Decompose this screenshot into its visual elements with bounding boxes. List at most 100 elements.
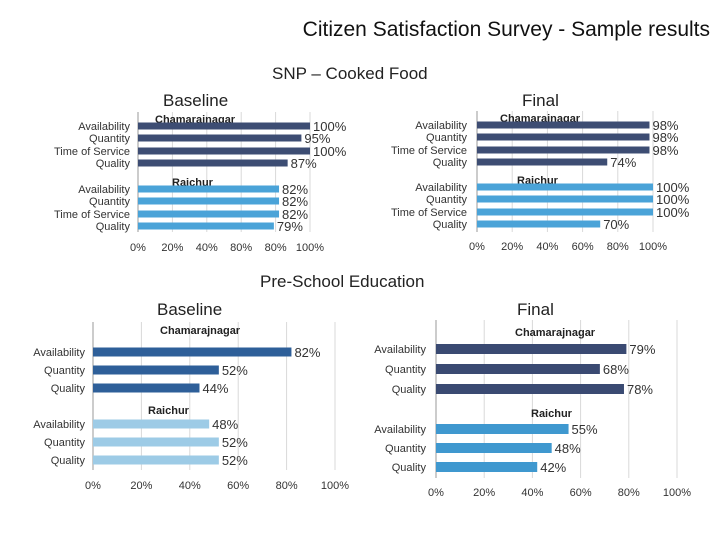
bar <box>93 437 219 447</box>
x-tick-label: 80% <box>230 242 252 254</box>
section-title-pre-school-education: Pre-School Education <box>260 272 425 291</box>
data-label: 74% <box>610 155 636 170</box>
category-label: Availability <box>415 182 467 194</box>
x-tick-label: 40% <box>521 487 543 499</box>
category-label: Quality <box>433 219 468 231</box>
data-label: 82% <box>282 207 308 222</box>
data-label: 78% <box>627 382 653 397</box>
category-label: Quality <box>96 158 131 170</box>
bar <box>93 365 219 375</box>
data-label: 52% <box>222 435 248 450</box>
x-tick-label: 60% <box>572 241 594 253</box>
group-header: Chamarajnagar <box>515 327 596 339</box>
data-label: 44% <box>202 381 228 396</box>
x-tick-label: 20% <box>473 487 495 499</box>
bar <box>138 134 302 142</box>
data-label: 87% <box>291 156 317 171</box>
category-label: Quality <box>433 157 468 169</box>
data-label: 98% <box>652 130 678 145</box>
group-header: Chamarajnagar <box>160 325 241 337</box>
data-label: 82% <box>294 345 320 360</box>
x-tick-label: 60% <box>570 487 592 499</box>
bar <box>436 424 569 434</box>
data-label: 100% <box>656 192 690 207</box>
x-tick-label: 60% <box>227 480 249 492</box>
x-tick-label: 80% <box>276 480 298 492</box>
data-label: 79% <box>277 219 303 234</box>
data-label: 98% <box>652 118 678 133</box>
group-header: Raichur <box>531 408 573 420</box>
panel-label-food-final: Final <box>522 91 559 110</box>
bar <box>138 159 288 167</box>
x-tick-label: 40% <box>196 242 218 254</box>
bar <box>138 185 280 193</box>
x-tick-label: 100% <box>321 480 349 492</box>
bar <box>93 419 210 429</box>
bar <box>477 146 650 154</box>
category-label: Availability <box>374 344 426 356</box>
data-label: 100% <box>313 144 347 159</box>
data-label: 70% <box>603 217 629 232</box>
bar <box>138 122 310 130</box>
group-header: Raichur <box>148 405 190 417</box>
bar <box>138 222 274 230</box>
x-tick-label: 20% <box>130 480 152 492</box>
bar <box>477 220 601 228</box>
bar <box>436 364 600 374</box>
category-label: Quality <box>392 384 427 396</box>
x-tick-label: 80% <box>265 242 287 254</box>
data-label: 52% <box>222 453 248 468</box>
category-label: Quality <box>51 455 86 467</box>
bar <box>436 443 552 453</box>
bar <box>477 158 608 166</box>
data-label: 48% <box>555 441 581 456</box>
category-label: Availability <box>33 347 85 359</box>
data-label: 98% <box>652 143 678 158</box>
data-label: 82% <box>282 182 308 197</box>
bar <box>477 208 653 216</box>
category-label: Quantity <box>89 196 130 208</box>
x-tick-label: 0% <box>130 242 146 254</box>
x-tick-label: 80% <box>618 487 640 499</box>
x-tick-label: 20% <box>161 242 183 254</box>
x-tick-label: 0% <box>428 487 444 499</box>
data-label: 42% <box>540 460 566 475</box>
data-label: 100% <box>656 205 690 220</box>
category-label: Time of Service <box>391 207 467 219</box>
data-label: 82% <box>282 194 308 209</box>
bar <box>138 197 280 205</box>
bar <box>93 383 200 393</box>
x-tick-label: 0% <box>85 480 101 492</box>
panel-label-pse-final: Final <box>517 300 554 319</box>
x-tick-label: 100% <box>663 487 691 499</box>
category-label: Quantity <box>385 443 426 455</box>
data-label: 68% <box>603 362 629 377</box>
category-label: Availability <box>374 424 426 436</box>
category-label: Quality <box>392 462 427 474</box>
bar <box>436 462 538 472</box>
bar <box>436 344 627 354</box>
category-label: Availability <box>78 184 130 196</box>
data-label: 48% <box>212 417 238 432</box>
page-title: Citizen Satisfaction Survey - Sample res… <box>302 18 710 41</box>
x-tick-label: 20% <box>501 241 523 253</box>
data-label: 52% <box>222 363 248 378</box>
bar <box>477 133 650 141</box>
category-label: Time of Service <box>54 146 130 158</box>
category-label: Quantity <box>44 365 85 377</box>
category-label: Quantity <box>426 194 467 206</box>
data-label: 95% <box>304 131 330 146</box>
category-label: Quantity <box>426 132 467 144</box>
x-tick-label: 40% <box>179 480 201 492</box>
bar <box>477 195 653 203</box>
data-label: 55% <box>572 422 598 437</box>
category-label: Availability <box>33 419 85 431</box>
bar <box>436 384 624 394</box>
category-label: Quantity <box>385 364 426 376</box>
data-label: 79% <box>629 342 655 357</box>
x-tick-label: 40% <box>536 241 558 253</box>
x-tick-label: 0% <box>469 241 485 253</box>
bar <box>477 121 650 129</box>
